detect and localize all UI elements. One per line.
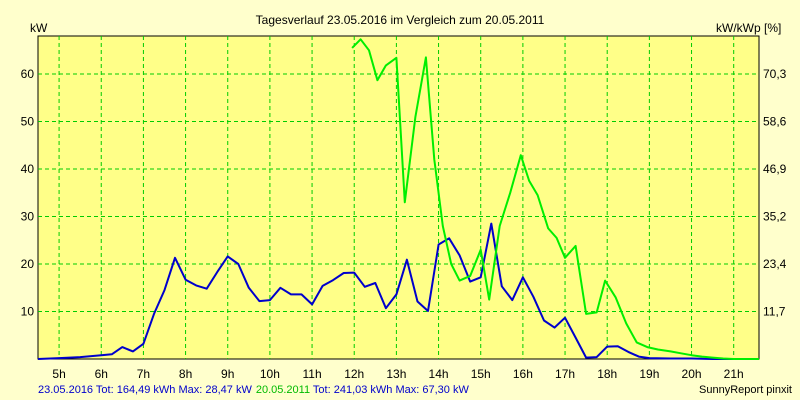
y-right-tick-label: 46,9 <box>763 162 787 176</box>
y-left-tick-label: 40 <box>21 162 35 176</box>
y-right-tick-label: 11,7 <box>763 305 786 319</box>
x-axis-ticks: 5h 6h 7h 8h 9h 10h 11h 12h 13h 14h 15h 16h 17h 18h 19h… <box>52 367 743 381</box>
chart-title: Tagesverlauf 23.05.2016 im Vergleich zum… <box>256 13 545 27</box>
x-tick-label: 13h <box>386 367 406 381</box>
legend-series-2-date: 20.05.2011 <box>256 384 310 396</box>
footer-legend: 23.05.2016 Tot: 164,49 kWh Max: 28,47 kW… <box>38 384 469 396</box>
x-tick-label: 5h <box>52 367 65 381</box>
y-axis-left-ticks: 10 20 30 40 50 60 <box>21 67 35 319</box>
y-left-tick-label: 60 <box>21 67 35 81</box>
grid <box>38 36 759 359</box>
x-tick-label: 20h <box>682 367 702 381</box>
y-right-tick-label: 70,3 <box>763 67 787 81</box>
legend-series-1-date: 23.05.2016 <box>38 384 93 396</box>
x-tick-label: 10h <box>260 367 280 381</box>
y-left-tick-label: 10 <box>21 305 35 319</box>
series-line-1 <box>37 222 759 360</box>
legend-series-1-stats: Tot: 164,49 kWh Max: 28,47 kW <box>93 384 252 396</box>
y-axis-right-label: kW/kWp [%] <box>716 21 781 35</box>
legend-series-2-stats: Tot: 241,03 kWh Max: 67,30 kW <box>310 384 469 396</box>
series-lines <box>37 38 759 360</box>
y-axis-right-ticks: 11,7 23,4 35,2 46,9 58,6 70,3 <box>763 67 787 319</box>
y-axis-left-label: kW <box>30 21 48 35</box>
x-tick-label: 17h <box>555 367 575 381</box>
x-tick-label: 11h <box>302 367 321 381</box>
y-right-tick-label: 23,4 <box>763 257 787 271</box>
x-tick-label: 19h <box>639 367 659 381</box>
x-tick-label: 6h <box>95 367 108 381</box>
x-tick-label: 7h <box>137 367 150 381</box>
y-right-tick-label: 35,2 <box>763 210 787 224</box>
y-left-tick-label: 20 <box>21 257 35 271</box>
x-tick-label: 8h <box>179 367 192 381</box>
x-tick-label: 14h <box>429 367 449 381</box>
x-tick-label: 9h <box>221 367 234 381</box>
x-tick-label: 21h <box>724 367 744 381</box>
y-left-tick-label: 30 <box>21 210 35 224</box>
series-line-2 <box>351 38 759 360</box>
x-tick-label: 15h <box>471 367 491 381</box>
x-tick-label: 16h <box>513 367 533 381</box>
y-right-tick-label: 58,6 <box>763 115 787 129</box>
brand-credit: SunnyReport pinxit <box>699 384 792 396</box>
x-tick-label: 18h <box>597 367 617 381</box>
x-tick-label: 12h <box>344 367 364 381</box>
y-left-tick-label: 50 <box>21 115 35 129</box>
